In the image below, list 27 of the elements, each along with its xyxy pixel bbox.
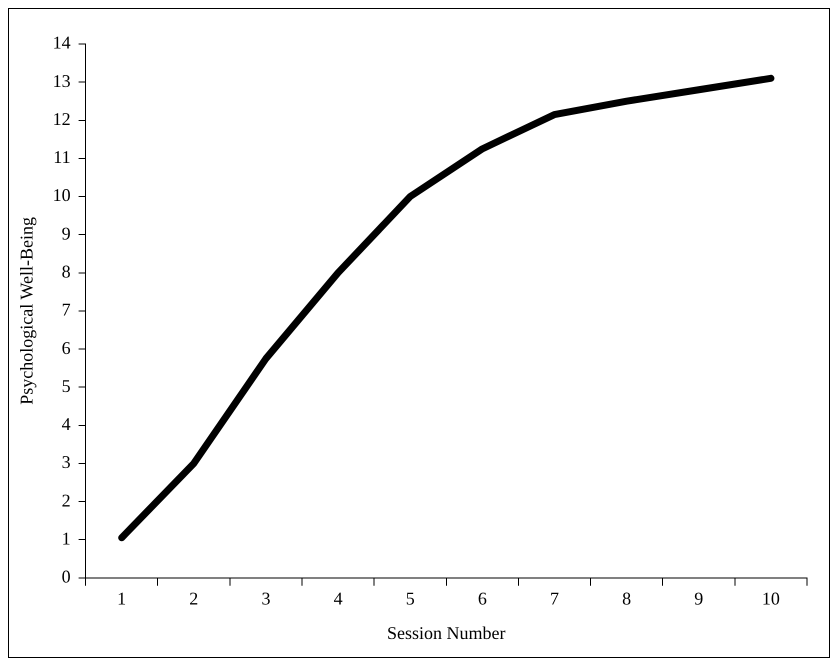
y-tick-label: 6 [62, 338, 71, 358]
y-tick-label: 5 [62, 376, 71, 396]
y-tick-label: 8 [62, 262, 71, 282]
y-tick-label: 13 [52, 70, 71, 91]
y-tick-label: 7 [62, 300, 71, 320]
x-tick-label: 3 [261, 588, 270, 608]
y-tick-label: 3 [62, 452, 71, 472]
x-tick-label: 10 [762, 588, 780, 608]
x-tick-label: 2 [189, 588, 198, 608]
y-tick-label: 14 [52, 32, 71, 53]
y-tick-label: 4 [62, 414, 71, 434]
y-tick-label: 1 [62, 528, 71, 548]
y-axis-title: Psychological Well-Being [16, 217, 37, 405]
y-tick-label: 12 [52, 108, 71, 129]
x-tick-label: 4 [334, 588, 343, 608]
x-tick-label: 5 [406, 588, 415, 608]
y-tick-label: 10 [52, 185, 71, 206]
x-tick-label: 6 [478, 588, 487, 608]
y-tick-label: 9 [62, 223, 71, 244]
y-tick-label: 2 [62, 490, 71, 510]
x-tick-label: 8 [622, 588, 632, 608]
x-tick-label: 9 [694, 588, 704, 608]
x-tick-label: 1 [117, 588, 126, 608]
y-tick-label: 0 [62, 566, 71, 587]
x-axis-title: Session Number [387, 622, 506, 643]
y-tick-label: 11 [53, 147, 71, 168]
x-tick-label: 7 [550, 588, 560, 608]
